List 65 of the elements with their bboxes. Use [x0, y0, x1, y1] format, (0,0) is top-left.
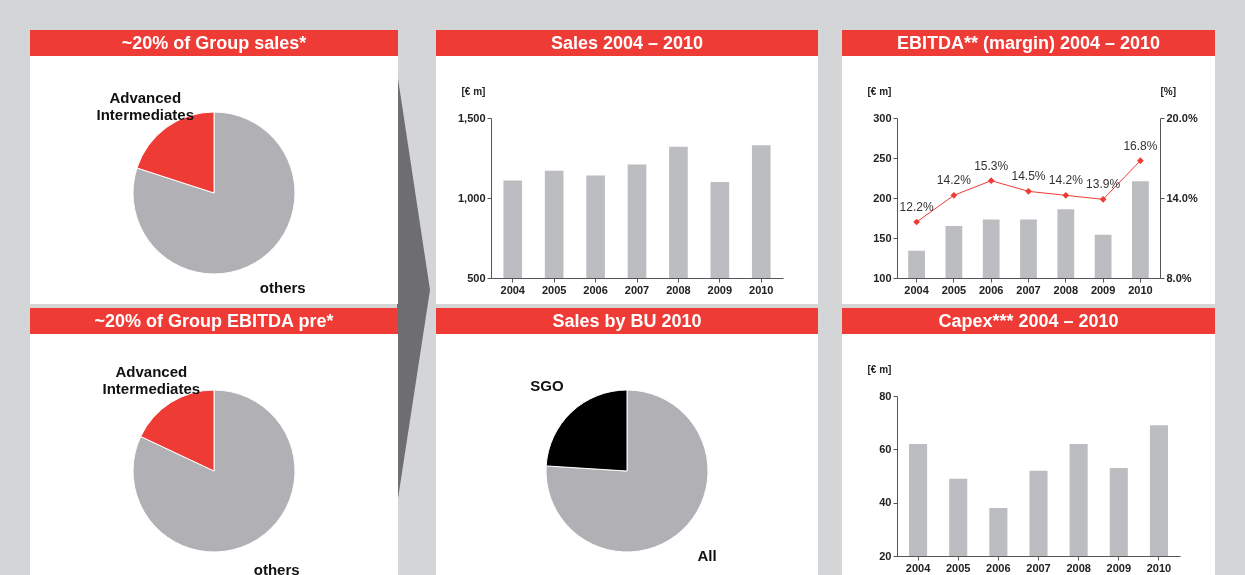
point: [1099, 195, 1107, 203]
y-axis-title: [€ m]: [867, 85, 892, 97]
point: [1025, 187, 1032, 195]
y-tick-label: 500: [467, 271, 486, 284]
data-label: 16.8%: [1123, 138, 1158, 153]
y-tick-label: 150: [873, 231, 892, 244]
x-tick-label: 2010: [749, 283, 774, 296]
slice-label: All: [697, 547, 717, 565]
data-label: 15.3%: [974, 158, 1009, 173]
y2-tick-label: 8.0%: [1166, 271, 1192, 284]
chart-title: Sales by BU 2010: [436, 308, 818, 334]
x-tick-label: 2005: [541, 283, 567, 296]
chart-title: Capex*** 2004 – 2010: [842, 308, 1215, 334]
y2-tick-label: 14.0%: [1166, 191, 1198, 204]
chart-title: Sales 2004 – 2010: [436, 30, 818, 56]
y-tick-label: 300: [873, 111, 892, 124]
chart-title: ~20% of Group sales*: [30, 30, 398, 56]
x-tick-label: 2010: [1146, 561, 1172, 574]
point: [987, 177, 995, 185]
x-tick-label: 2008: [1066, 561, 1091, 574]
x-tick-label: 2005: [945, 561, 971, 574]
x-tick-label: 2008: [666, 283, 691, 296]
y-tick-label: 1,500: [457, 111, 486, 124]
slice-label: Advanced Intermediates: [102, 363, 201, 398]
chart-title: EBITDA** (margin) 2004 – 2010: [842, 30, 1215, 56]
y2-tick-label: 20.0%: [1166, 111, 1198, 124]
data-label: 12.2%: [899, 200, 934, 214]
x-tick-label: 2009: [1106, 561, 1132, 574]
data-label: 13.9%: [1086, 177, 1121, 192]
x-tick-label: 2006: [978, 283, 1004, 296]
point: [950, 191, 958, 199]
slice-label: Advanced Intermediates: [96, 89, 194, 124]
y-tick-label: 1,000: [457, 191, 486, 204]
x-tick-label: 2009: [1090, 283, 1116, 296]
x-tick-label: 2007: [624, 283, 650, 296]
x-tick-label: 2006: [583, 283, 608, 296]
slice-label: SGO: [530, 376, 564, 394]
y-tick-label: 250: [873, 151, 892, 164]
slice-label: others: [253, 560, 300, 575]
x-tick-label: 2004: [500, 283, 526, 296]
x-tick-label: 2008: [1053, 283, 1079, 296]
y-tick-label: 100: [873, 271, 892, 284]
point: [1062, 191, 1070, 199]
x-tick-label: 2009: [707, 283, 733, 296]
slice-label: others: [259, 278, 306, 296]
x-tick-label: 2005: [941, 283, 967, 296]
x-tick-label: 2004: [904, 283, 930, 296]
chart-title: ~20% of Group EBITDA pre*: [30, 308, 398, 334]
data-label: 14.2%: [1048, 173, 1084, 188]
point: [1137, 157, 1144, 165]
x-tick-label: 2010: [1128, 283, 1153, 296]
x-tick-label: 2006: [986, 561, 1011, 574]
data-label: 14.5%: [1011, 169, 1046, 184]
y2-axis-title: [%]: [1160, 85, 1177, 97]
y-tick-label: 20: [879, 549, 892, 562]
x-tick-label: 2007: [1026, 561, 1051, 574]
y-tick-label: 200: [873, 191, 892, 204]
data-label: 14.2%: [936, 173, 972, 188]
y-tick-label: 80: [879, 389, 892, 402]
y-tick-label: 40: [879, 496, 892, 509]
x-tick-label: 2004: [905, 561, 932, 574]
y-axis-title: [€ m]: [461, 85, 486, 97]
x-tick-label: 2007: [1016, 283, 1041, 296]
y-axis-title: [€ m]: [867, 363, 892, 375]
y-tick-label: 60: [879, 442, 892, 455]
